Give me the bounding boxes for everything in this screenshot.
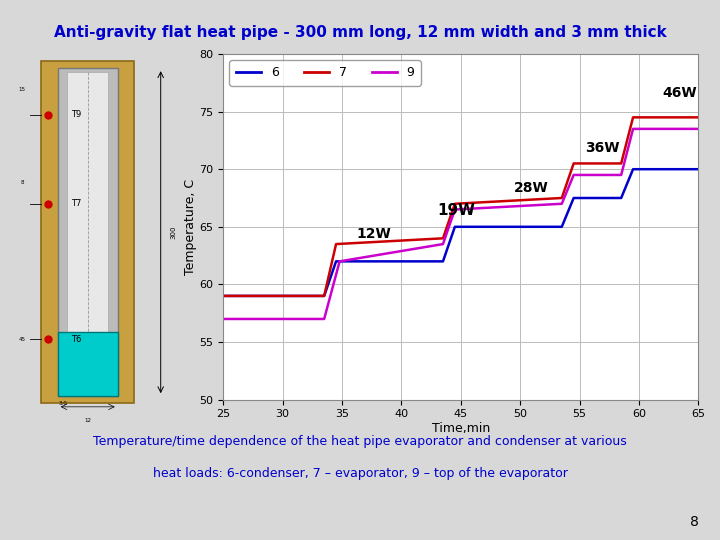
- 6: [570, 195, 578, 201]
- 6: [557, 224, 566, 230]
- 7: [570, 160, 578, 167]
- Text: Temperature/time dependence of the heat pipe evaporator and condenser at various: Temperature/time dependence of the heat …: [93, 435, 627, 448]
- 6: [320, 293, 328, 299]
- Text: T9: T9: [71, 110, 81, 119]
- 9: [320, 316, 328, 322]
- Text: 46W: 46W: [662, 86, 698, 100]
- Bar: [58, 68, 117, 396]
- 6: [438, 258, 447, 265]
- 6: [617, 195, 626, 201]
- 9: [557, 200, 566, 207]
- 6: [332, 258, 341, 265]
- 9: [451, 206, 459, 213]
- 7: [629, 114, 637, 120]
- Text: 3.0: 3.0: [59, 401, 68, 406]
- Text: 36W: 36W: [585, 141, 620, 156]
- Text: T6: T6: [71, 335, 81, 343]
- 6: [438, 258, 447, 265]
- 9: [219, 316, 228, 322]
- 7: [629, 114, 637, 120]
- 6: [451, 224, 459, 230]
- 9: [629, 126, 637, 132]
- 7: [451, 200, 459, 207]
- Text: heat loads: 6-condenser, 7 – evaporator, 9 – top of the evaporator: heat loads: 6-condenser, 7 – evaporator,…: [153, 467, 567, 480]
- 7: [320, 293, 328, 299]
- 7: [694, 114, 703, 120]
- 6: [320, 293, 328, 299]
- 9: [438, 241, 447, 247]
- 6: [557, 224, 566, 230]
- Text: 28W: 28W: [514, 180, 549, 194]
- 7: [557, 195, 566, 201]
- Text: 8: 8: [20, 180, 24, 185]
- 7: [557, 195, 566, 201]
- 6: [332, 258, 341, 265]
- Text: 19W: 19W: [437, 202, 475, 218]
- Text: Anti-gravity flat heat pipe - 300 mm long, 12 mm width and 3 mm thick: Anti-gravity flat heat pipe - 300 mm lon…: [53, 25, 667, 40]
- Text: 15: 15: [19, 87, 26, 92]
- Text: 45: 45: [19, 336, 26, 342]
- 7: [332, 241, 341, 247]
- Text: 12: 12: [84, 417, 91, 422]
- 7: [570, 160, 578, 167]
- 9: [570, 172, 578, 178]
- 9: [570, 172, 578, 178]
- X-axis label: Time,min: Time,min: [432, 422, 490, 435]
- 7: [451, 200, 459, 207]
- 9: [438, 241, 447, 247]
- 7: [617, 160, 626, 167]
- 7: [438, 235, 447, 241]
- 6: [694, 166, 703, 172]
- 7: [332, 241, 341, 247]
- 9: [336, 258, 344, 265]
- Line: 9: 9: [223, 129, 698, 319]
- 9: [617, 172, 626, 178]
- Text: 12W: 12W: [356, 227, 391, 241]
- Bar: [41, 61, 135, 403]
- Text: 300: 300: [170, 226, 176, 239]
- 7: [617, 160, 626, 167]
- 7: [438, 235, 447, 241]
- 6: [219, 293, 228, 299]
- 6: [451, 224, 459, 230]
- Bar: [58, 332, 117, 396]
- Bar: [67, 72, 108, 393]
- Text: 8: 8: [690, 515, 698, 529]
- 7: [219, 293, 228, 299]
- 9: [451, 206, 459, 213]
- 9: [336, 258, 344, 265]
- 9: [694, 126, 703, 132]
- Line: 6: 6: [223, 169, 698, 296]
- 6: [570, 195, 578, 201]
- 6: [629, 166, 637, 172]
- Legend: 6, 7, 9: 6, 7, 9: [230, 60, 420, 86]
- 6: [617, 195, 626, 201]
- 9: [557, 200, 566, 207]
- 9: [617, 172, 626, 178]
- 7: [320, 293, 328, 299]
- 6: [629, 166, 637, 172]
- Text: T7: T7: [71, 199, 81, 208]
- Y-axis label: Temperature, C: Temperature, C: [184, 179, 197, 275]
- 9: [320, 316, 328, 322]
- 9: [629, 126, 637, 132]
- Line: 7: 7: [223, 117, 698, 296]
